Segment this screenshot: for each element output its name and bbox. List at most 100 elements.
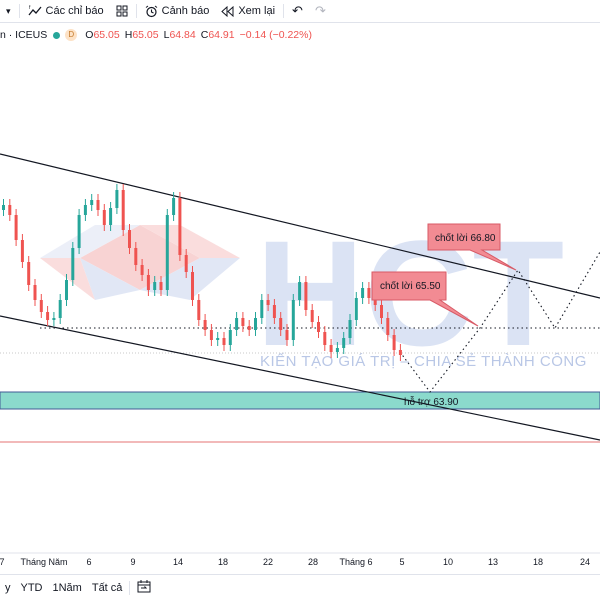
candle-body [65,280,68,300]
top-toolbar: ▾ f Các chỉ báo Cảnh báo Xem lại [0,0,600,23]
alarm-clock-icon [145,5,157,17]
undo-icon: ↶ [292,3,303,18]
candle-body [33,285,37,300]
range-partial[interactable]: y [5,582,11,594]
candle-body [178,198,182,255]
candlestick-series[interactable] [2,184,402,361]
candle-body [146,275,150,290]
time-axis-label: 10 [443,557,453,567]
indicators-button[interactable]: f Các chỉ báo [22,0,110,22]
candle-body [2,205,5,210]
candle-body [317,322,320,332]
candle-body [96,200,100,210]
symbol-legend: n · ICEUS D O65.05 H65.05 L64.84 C64.91 … [0,26,312,44]
redo-button[interactable]: ↷ [309,0,332,22]
callout-high[interactable]: chốt lời 66.80 [427,223,517,271]
time-axis-label: Tháng Năm [20,557,67,567]
time-axis-label: 6 [86,557,91,567]
undo-button[interactable]: ↶ [286,0,309,22]
candle-body [172,198,176,215]
change-value: −0.14 (−0.22%) [239,29,312,41]
range-all[interactable]: Tất cả [91,582,123,594]
date-range-button[interactable] [132,580,156,596]
market-status-dot [53,31,61,39]
candle-body [386,318,390,335]
candle-body [128,230,131,248]
channel-upper-line[interactable] [0,153,600,299]
layout-grid-button[interactable] [110,0,134,22]
candle-body [27,262,31,285]
time-axis-label: 28 [308,557,318,567]
candle-body [83,205,87,215]
svg-text:f: f [29,5,31,11]
candle-body [272,305,276,318]
caret-icon: ▾ [6,5,11,16]
toolbar-divider [18,4,20,18]
candle-body [361,288,365,298]
rewind-icon [221,5,234,17]
low-value: L64.84 [163,29,196,41]
candle-body [310,310,314,322]
candle-body [260,300,264,318]
candle-body [39,300,43,312]
calendar-range-icon [137,580,151,593]
candle-body [159,282,163,290]
candle-body [115,190,119,208]
candle-body [241,318,245,326]
support-label: hỗ trợ 63.90 [404,395,459,408]
candle-body [367,288,371,298]
callout-mid[interactable]: chốt lời 65.50 [371,271,479,327]
candle-body [228,330,232,345]
time-axis-label: 18 [533,557,543,567]
replay-button[interactable]: Xem lại [215,0,281,22]
candle-body [266,300,270,305]
candle-body [222,338,226,345]
candle-body [52,318,56,320]
price-chart[interactable]: HCT KIẾN TẠO GIÁ TRỊ – CHIA SẺ THÀNH CÔN… [0,44,600,574]
high-value: H65.05 [124,29,159,41]
candle-body [14,215,18,240]
time-axis-label: Tháng 6 [339,557,372,567]
range-1-year[interactable]: 1Năm [52,582,82,594]
redo-icon: ↷ [314,3,326,18]
time-axis-label: 7 [0,557,5,567]
candle-body [304,282,308,310]
alerts-label: Cảnh báo [161,5,210,17]
channel-lower-line[interactable] [0,315,600,441]
candle-body [380,305,383,318]
candle-body [373,298,377,305]
candle-body [8,205,12,215]
range-ytd[interactable]: YTD [20,582,43,594]
candle-body [342,338,346,348]
candle-body [323,332,327,345]
candle-body [77,215,81,248]
candle-body [216,338,220,340]
candle-body [71,248,75,280]
candle-body [209,330,213,340]
projection-path[interactable] [399,251,600,393]
time-axis-label: 9 [130,557,135,567]
candle-body [329,345,333,352]
time-axis-label: 22 [263,557,273,567]
candle-body [140,265,144,275]
candle-body [153,282,157,290]
candle-body [58,300,62,318]
candle-body [46,312,50,320]
candle-body [254,318,257,330]
candle-body [191,272,194,300]
candle-body [285,330,289,340]
candle-body [392,335,396,350]
alerts-button[interactable]: Cảnh báo [139,0,216,22]
indicators-icon: f [28,5,42,16]
toolbar-overflow-button[interactable]: ▾ [0,0,17,22]
symbol-name[interactable]: n · ICEUS [0,29,48,41]
bottombar-divider [129,581,131,595]
candle-body [354,298,358,320]
support-zone[interactable] [0,391,600,410]
watermark-slogan: KIẾN TẠO GIÁ TRỊ – CHIA SẺ THÀNH CÔNG [260,353,587,370]
bottom-bar: y YTD 1Năm Tất cả [0,574,600,601]
indicators-label: Các chỉ báo [45,5,104,17]
candle-body [298,282,302,300]
time-axis-label: 24 [580,557,590,567]
